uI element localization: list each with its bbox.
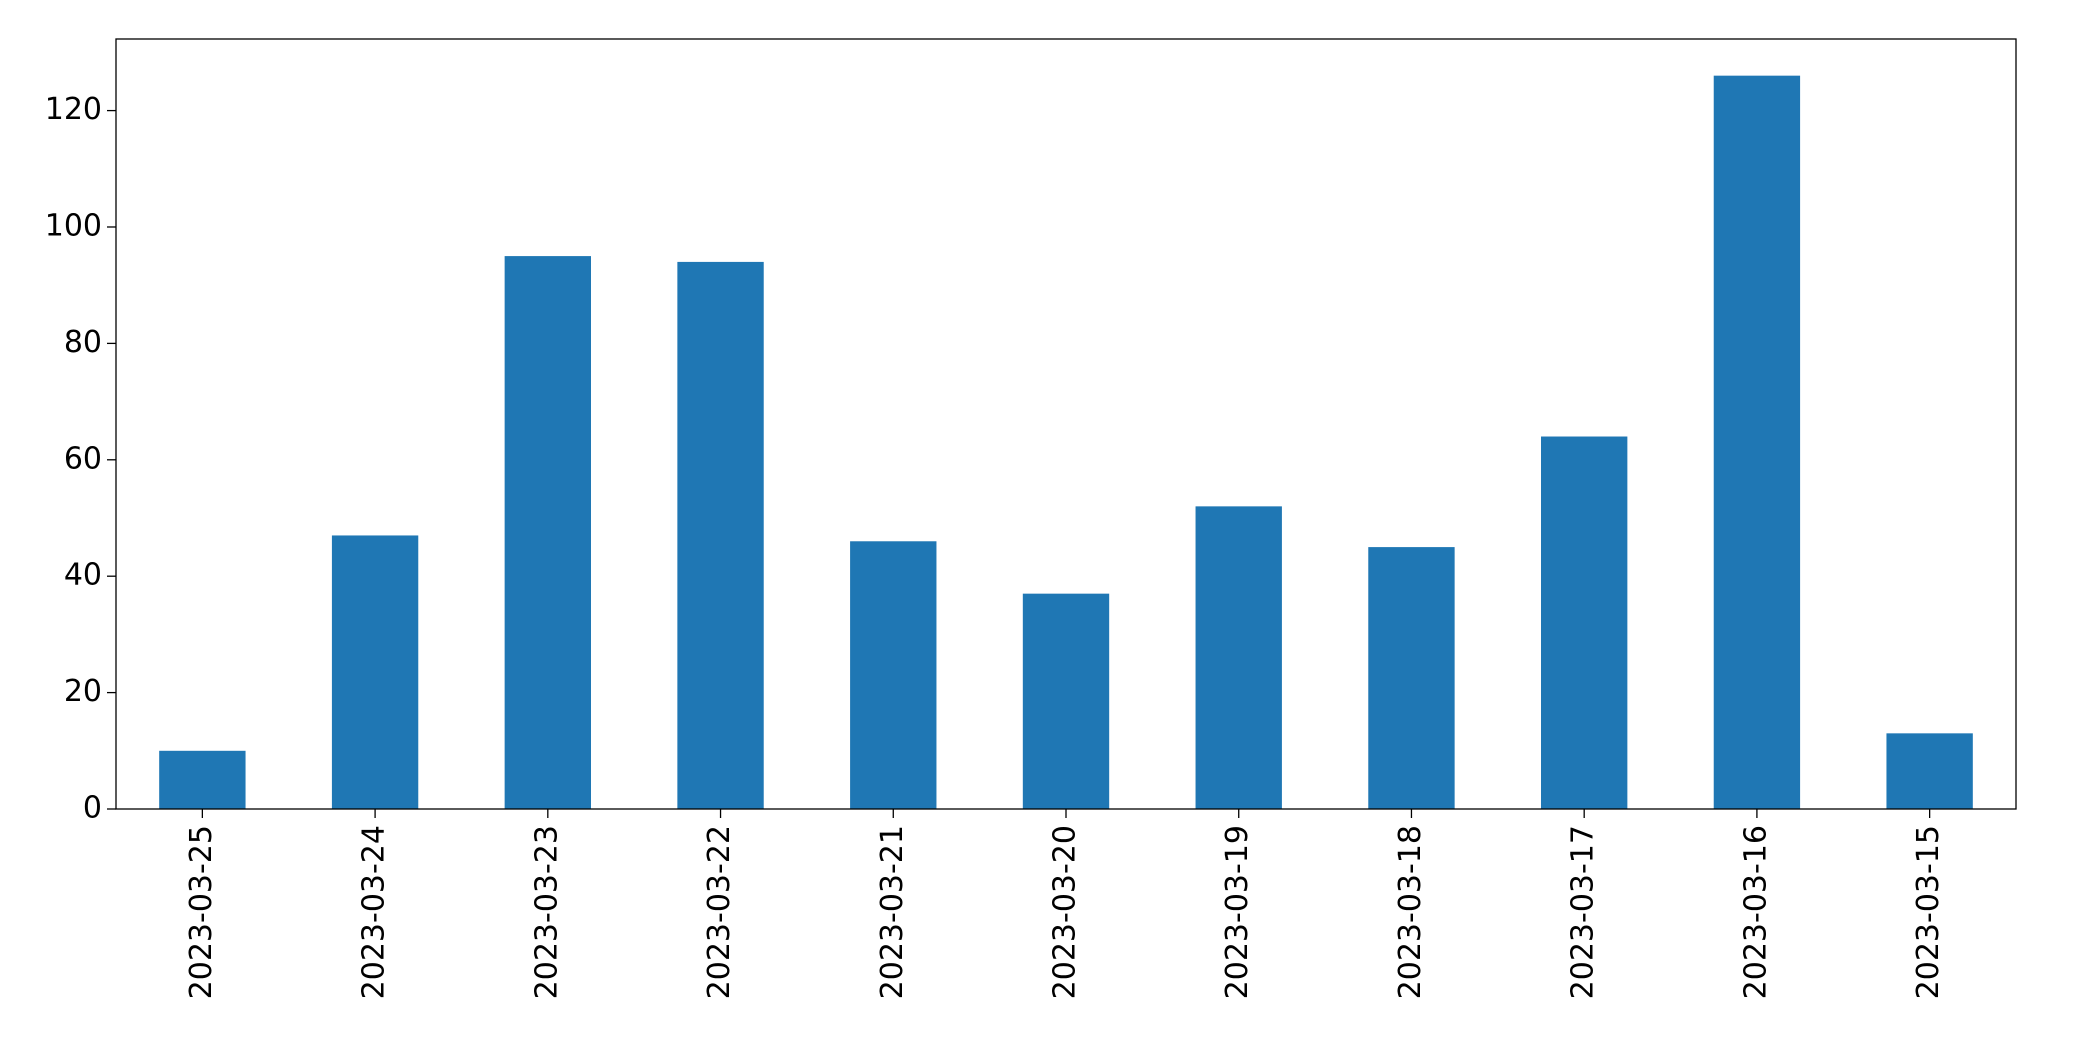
y-tick-label: 120 bbox=[45, 92, 102, 127]
bar bbox=[331, 535, 419, 809]
x-tick-label: 2023-03-15 bbox=[1911, 825, 1946, 999]
y-tick-label: 80 bbox=[64, 325, 102, 360]
x-tick-label: 2023-03-23 bbox=[529, 825, 564, 999]
bar bbox=[1541, 436, 1628, 809]
x-tick-label: 2023-03-19 bbox=[1220, 825, 1255, 999]
x-tick-label: 2023-03-17 bbox=[1566, 825, 1601, 999]
y-tick-label: 20 bbox=[64, 674, 102, 709]
plot-frame bbox=[115, 38, 2017, 810]
x-tick-label: 2023-03-25 bbox=[184, 825, 219, 999]
x-tick-label: 2023-03-24 bbox=[357, 825, 392, 999]
x-tick-label: 2023-03-22 bbox=[702, 825, 737, 999]
bar bbox=[677, 261, 764, 810]
y-tick-label: 40 bbox=[64, 558, 102, 593]
x-tick-label: 2023-03-20 bbox=[1048, 825, 1083, 999]
bar bbox=[504, 256, 591, 809]
x-tick-label: 2023-03-18 bbox=[1393, 825, 1428, 999]
x-tick-label: 2023-03-16 bbox=[1738, 825, 1773, 999]
bar bbox=[1022, 593, 1110, 809]
bar bbox=[850, 541, 937, 809]
y-tick-label: 100 bbox=[45, 208, 102, 243]
bar bbox=[159, 750, 246, 809]
bar bbox=[1195, 506, 1282, 809]
bar bbox=[1713, 75, 1801, 809]
bar bbox=[1368, 547, 1455, 809]
y-tick-label: 0 bbox=[83, 791, 102, 826]
bar bbox=[1886, 733, 1973, 809]
x-tick-label: 2023-03-21 bbox=[875, 825, 910, 999]
y-tick-label: 60 bbox=[64, 441, 102, 476]
